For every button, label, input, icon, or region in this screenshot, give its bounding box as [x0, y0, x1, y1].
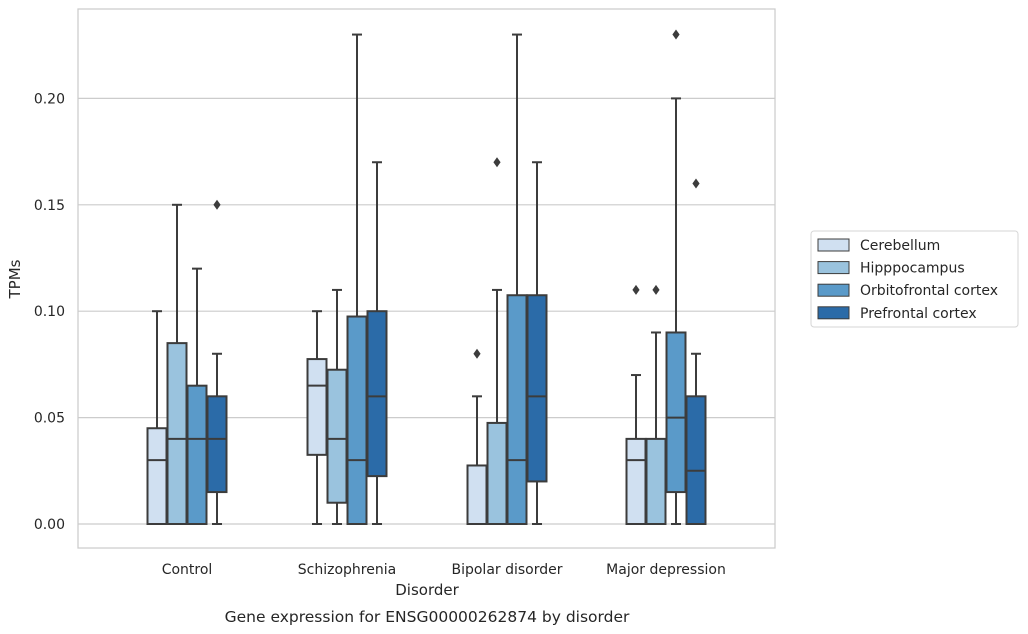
- x-tick-label: Bipolar disorder: [451, 562, 562, 578]
- outlier-point: [493, 157, 501, 168]
- box-iqr: [506, 294, 528, 525]
- box-iqr: [466, 464, 488, 526]
- series-group: [206, 161, 707, 526]
- box-group: [685, 178, 707, 526]
- box-iqr: [366, 310, 388, 478]
- box-iqr: [346, 315, 368, 525]
- box-group: [306, 310, 328, 525]
- y-tick-label: 0.20: [34, 91, 65, 107]
- legend-item: Prefrontal cortex: [817, 306, 977, 322]
- box-group: [366, 161, 388, 525]
- legend-label: Cerebellum: [860, 238, 940, 254]
- box-iqr: [486, 421, 508, 526]
- box-iqr: [186, 384, 208, 525]
- outlier-point: [632, 284, 640, 295]
- box-iqr: [685, 395, 707, 526]
- x-tick-label: Control: [162, 562, 213, 578]
- box-iqr: [526, 294, 548, 483]
- plot-area-frame: [77, 8, 776, 549]
- box-group: [526, 161, 548, 525]
- box-group: [206, 199, 228, 525]
- y-tick-labels: 0.00 0.05 0.10 0.15 0.20: [34, 91, 65, 533]
- box-series: [146, 29, 707, 526]
- series-group: [146, 284, 647, 526]
- legend-frame: [810, 230, 1019, 328]
- box-group: [625, 284, 647, 526]
- legend-swatch: [817, 238, 850, 252]
- legend-swatch: [817, 283, 850, 297]
- series-group: [166, 157, 667, 526]
- series-group: [186, 29, 687, 525]
- legend-item: Hipppocampus: [817, 261, 965, 277]
- legend-label: Hipppocampus: [860, 261, 965, 277]
- legend-label: Prefrontal cortex: [860, 306, 977, 322]
- y-tick-label: 0.05: [34, 411, 65, 427]
- box-group: [665, 29, 687, 525]
- chart-caption: Gene expression for ENSG00000262874 by d…: [225, 608, 630, 626]
- legend: Cerebellum Hipppocampus Orbitofrontal cort…: [810, 230, 1019, 328]
- x-tick-label: Schizophrenia: [298, 562, 396, 578]
- legend-label: Orbitofrontal cortex: [860, 283, 998, 299]
- y-tick-label: 0.00: [34, 517, 65, 533]
- box-iqr: [206, 395, 228, 494]
- y-axis-title: TPMs: [6, 259, 24, 299]
- outlier-point: [692, 178, 700, 189]
- outlier-point: [672, 29, 680, 40]
- box-iqr: [326, 368, 348, 504]
- outlier-point: [652, 284, 660, 295]
- box-iqr: [166, 342, 188, 525]
- legend-item: Cerebellum: [817, 238, 940, 254]
- outlier-point: [473, 348, 481, 359]
- box-group: [645, 284, 667, 526]
- box-iqr: [146, 427, 168, 525]
- outlier-point: [213, 199, 221, 210]
- box-iqr: [306, 358, 328, 456]
- box-group: [186, 267, 208, 525]
- box-iqr: [665, 331, 687, 494]
- box-iqr: [645, 437, 667, 526]
- legend-swatch: [817, 306, 850, 320]
- y-tick-label: 0.10: [34, 304, 65, 320]
- y-tick-label: 0.15: [34, 198, 65, 214]
- x-axis-title: Disorder: [395, 581, 459, 599]
- x-tick-label: Major depression: [606, 562, 726, 578]
- legend-item: Orbitofrontal cortex: [817, 283, 998, 299]
- x-tick-labels: Control Schizophrenia Bipolar disorder Majo…: [162, 562, 726, 578]
- box-iqr: [625, 437, 647, 526]
- legend-swatch: [817, 261, 850, 275]
